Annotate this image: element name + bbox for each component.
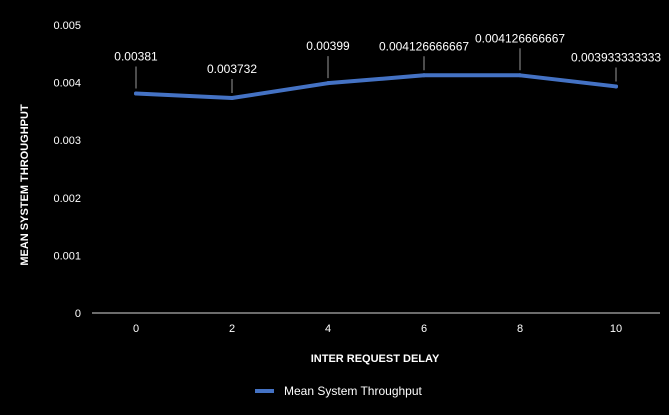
data-point [614,84,618,89]
x-tick-label: 10 [610,323,622,335]
data-label: 0.003933333333 [571,50,661,64]
y-tick-label: 0.001 [53,250,81,262]
data-label: 0.004126666667 [475,31,565,45]
data-label-leader-lines [135,48,617,94]
x-axis-ticks: 0 2 4 6 8 10 [133,323,622,335]
legend: Mean System Throughput [255,384,423,398]
data-label: 0.004126666667 [379,39,469,53]
data-label: 0.003732 [207,62,257,76]
data-labels: 0.00381 0.003732 0.00399 0.004126666667 0.00… [114,31,661,76]
y-tick-label: 0.004 [53,78,81,90]
y-tick-label: 0.002 [53,193,81,205]
data-point [326,81,330,86]
x-tick-label: 0 [133,323,139,335]
y-axis-ticks: 0 0.001 0.002 0.003 0.004 0.005 [53,20,81,320]
x-tick-label: 6 [421,323,427,335]
y-axis-title: MEAN SYSTEM THROUGHPUT [19,104,31,266]
data-point [422,73,426,78]
data-point [134,91,138,96]
x-tick-label: 4 [325,323,331,335]
x-axis-title: INTER REQUEST DELAY [311,353,440,365]
data-point [230,96,234,101]
series-line [134,73,618,101]
data-point [518,73,522,78]
y-tick-label: 0 [75,308,81,320]
data-label: 0.00399 [306,39,350,53]
y-tick-label: 0.005 [53,20,81,32]
series-lines [134,73,618,101]
data-label: 0.00381 [114,50,158,64]
y-tick-label: 0.003 [53,135,81,147]
legend-label: Mean System Throughput [284,384,423,398]
x-tick-label: 2 [229,323,235,335]
x-tick-label: 8 [517,323,523,335]
